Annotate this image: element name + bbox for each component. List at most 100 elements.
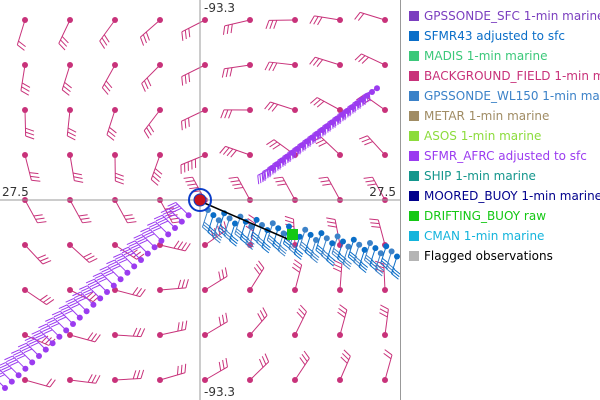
- barb-flag: [61, 36, 69, 44]
- barb-dot: [22, 332, 28, 338]
- barb-dot: [394, 253, 400, 260]
- barb-flag: [272, 62, 278, 72]
- barb-dot: [29, 359, 36, 366]
- barb-staff: [20, 64, 26, 91]
- barb-flag: [271, 104, 279, 112]
- barb-flag: [40, 325, 49, 331]
- barb-flag: [72, 291, 81, 297]
- barb-flag: [359, 98, 362, 108]
- barb-dot: [247, 377, 253, 383]
- barb-flag: [153, 214, 163, 220]
- barb-flag: [318, 176, 328, 179]
- barb-flag: [340, 356, 348, 364]
- barb-flag: [143, 130, 150, 139]
- barb-flag: [183, 176, 193, 179]
- barb-staff: [294, 264, 303, 291]
- barb-flag: [256, 263, 263, 272]
- barb-dot: [112, 152, 118, 158]
- barb-flag: [173, 207, 182, 213]
- legend-swatch: [409, 251, 419, 261]
- barb-flag: [159, 220, 169, 226]
- barb-flag: [0, 374, 6, 378]
- barb-flag: [312, 133, 315, 143]
- barb-dot: [22, 365, 29, 372]
- barb-dot: [49, 340, 56, 347]
- barb-flag: [28, 340, 38, 345]
- barb-dot: [165, 231, 172, 238]
- barb-flag: [50, 322, 60, 328]
- barb-flag: [82, 221, 92, 224]
- barb-flag: [222, 359, 225, 369]
- barb-flag: [318, 142, 328, 147]
- barb-dot: [215, 217, 222, 224]
- barb-flag: [29, 172, 39, 175]
- barb-flag: [25, 127, 35, 132]
- barb-flag: [226, 24, 229, 35]
- barb-flag: [259, 174, 262, 184]
- barb-flag: [43, 329, 53, 334]
- barb-flag: [221, 68, 225, 78]
- barb-flag: [342, 263, 351, 270]
- barb-flag: [133, 251, 142, 258]
- barb-flag: [23, 348, 33, 354]
- barb-dot: [83, 308, 90, 315]
- barb-staff: [390, 256, 398, 274]
- barb-flag: [105, 271, 114, 277]
- barb-flag: [279, 158, 282, 168]
- barb-flag: [351, 104, 354, 114]
- barb-flag: [298, 308, 306, 316]
- barb-flag: [139, 239, 148, 245]
- barb-flag: [71, 303, 80, 309]
- barb-flag: [230, 149, 237, 158]
- barb-flag: [105, 80, 113, 89]
- barb-flag: [103, 34, 110, 43]
- barb-flag: [307, 137, 310, 147]
- barb-dot: [367, 240, 373, 246]
- barb-flag: [278, 160, 281, 170]
- barb-dot: [157, 107, 163, 113]
- barb-flag: [140, 328, 146, 337]
- barb-staff: [294, 358, 310, 381]
- barb-dot: [112, 377, 118, 383]
- barb-staff: [140, 19, 161, 38]
- barb-dot: [202, 287, 208, 293]
- barb-dot: [202, 242, 208, 248]
- barb-dot: [157, 152, 163, 158]
- legend-label: MOORED_BUOY 1-min marine: [424, 189, 600, 203]
- barb-flag: [123, 214, 133, 217]
- barb-staff: [24, 109, 27, 137]
- barb-dot: [337, 332, 343, 338]
- barb-flag: [133, 234, 143, 239]
- barb-flag: [327, 225, 337, 228]
- barb-flag: [87, 374, 93, 383]
- barb-dot: [67, 242, 73, 248]
- barb-staff: [39, 330, 53, 344]
- barb-dot: [22, 152, 28, 158]
- barb-flag: [263, 241, 271, 249]
- barb-flag: [8, 359, 17, 365]
- barb-staff: [204, 321, 228, 336]
- barb-flag: [359, 264, 368, 271]
- barb-flag: [17, 44, 25, 51]
- barb-flag: [356, 100, 359, 110]
- barb-flag: [319, 128, 322, 138]
- barb-flag: [262, 171, 265, 181]
- barb-flag: [109, 126, 117, 134]
- barb-flag: [272, 143, 281, 150]
- barb-flag: [142, 34, 147, 44]
- barb-staff: [320, 136, 341, 156]
- barb-flag: [274, 162, 277, 172]
- barb-dot: [151, 244, 158, 251]
- barb-flag: [87, 332, 94, 341]
- barb-flag: [61, 89, 70, 96]
- barb-dot: [172, 225, 178, 231]
- barb-flag: [148, 223, 158, 228]
- barb-flag: [177, 322, 180, 332]
- barb-dot: [22, 62, 28, 68]
- barb-flag: [74, 180, 84, 183]
- barb-staff: [334, 219, 341, 246]
- barb-staff: [107, 266, 121, 280]
- barb-flag: [157, 218, 167, 224]
- barb-flag: [173, 240, 180, 249]
- barb-flag: [295, 248, 304, 255]
